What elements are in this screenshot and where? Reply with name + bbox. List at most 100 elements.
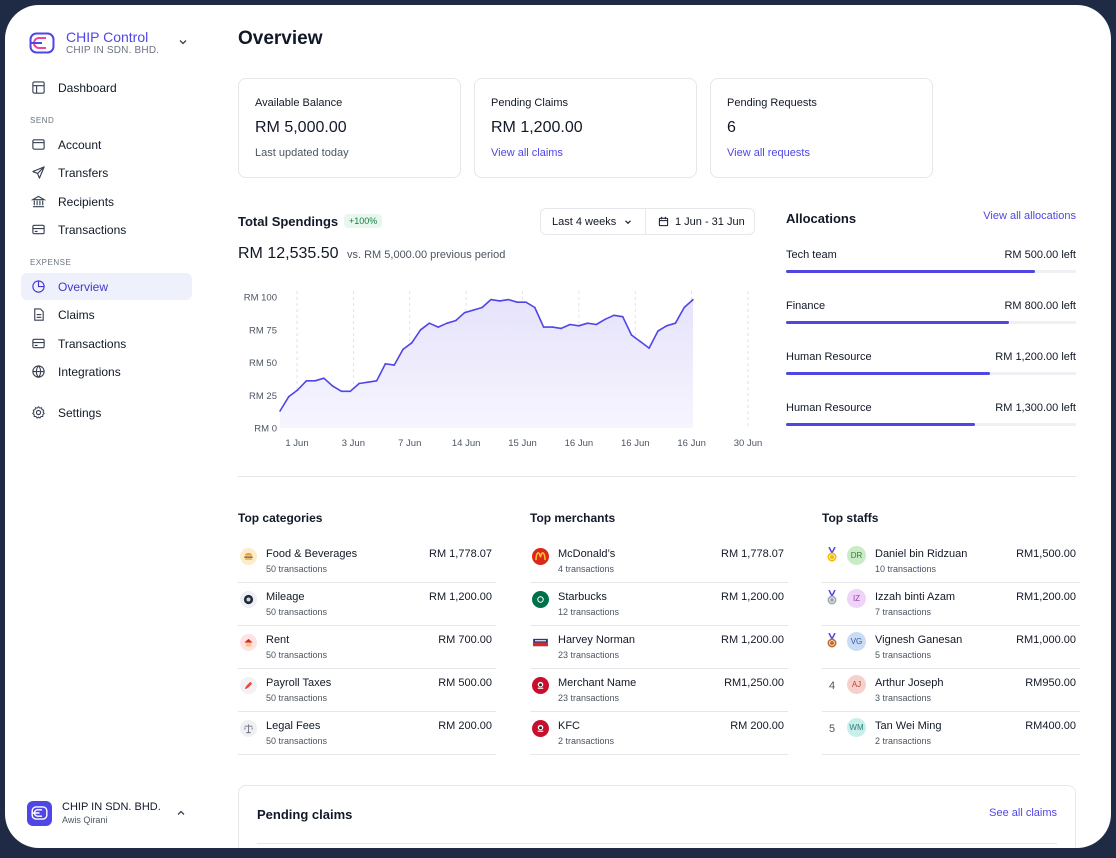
category-row[interactable]: Payroll Taxes 50 transactions RM 500.00 (238, 669, 496, 712)
data-point (621, 315, 624, 318)
previous-period-text: vs. RM 5,000.00 previous period (347, 249, 506, 261)
org-switcher[interactable]: CHIP Control CHIP IN SDN. BHD. (29, 28, 189, 58)
nav-transfers[interactable]: Transfers (21, 159, 192, 186)
data-point (613, 314, 615, 317)
nav-dashboard[interactable]: Dashboard (21, 74, 192, 101)
item-transactions: 2 transactions (558, 736, 615, 746)
avatar: AJ (847, 675, 866, 694)
data-point (411, 342, 413, 344)
data-point (472, 309, 475, 311)
item-amount: RM1,500.00 (1016, 548, 1076, 560)
data-point (507, 298, 510, 301)
card-label: Available Balance (255, 97, 343, 109)
nav-expense-transactions[interactable]: Transactions (21, 330, 192, 357)
see-all-claims-link[interactable]: See all claims (989, 807, 1057, 819)
chevron-down-icon (625, 219, 632, 224)
item-name: Merchant Name (558, 677, 637, 689)
item-name: Food & Beverages (266, 548, 358, 560)
card-value: RM 1,200.00 (491, 119, 583, 136)
allocation-remaining: RM 1,300.00 left (995, 402, 1076, 414)
item-name: Vignesh Ganesan (875, 634, 963, 646)
item-name: Izzah binti Azam (875, 591, 956, 603)
nav-claims[interactable]: Claims (21, 301, 192, 328)
account-switcher[interactable]: CHIP IN SDN. BHD. Awis Qirani (27, 797, 187, 829)
staff-row[interactable]: VG Vignesh Ganesan 5 transactions RM1,000.0… (822, 626, 1080, 669)
pending-claims-card: Pending Claims RM 1,200.00 View all clai… (474, 78, 697, 178)
top-staffs-list: DR Daniel bin Ridzuan 10 transactions RM1,5… (822, 540, 1080, 755)
x-tick-label: 1 Jun (285, 438, 308, 449)
item-amount: RM 1,200.00 (429, 591, 492, 603)
item-amount: RM 200.00 (730, 720, 784, 732)
staff-row[interactable]: 4 AJ Arthur Joseph 3 transactions RM950.00 (822, 669, 1080, 712)
nav-account[interactable]: Account (21, 131, 192, 158)
data-point (683, 306, 686, 309)
send-icon (32, 166, 45, 179)
allocation-name: Human Resource (786, 402, 872, 414)
category-row[interactable]: Food & Beverages 50 transactions RM 1,778.… (238, 540, 496, 583)
nav-send-transactions[interactable]: Transactions (21, 216, 192, 243)
item-amount: RM1,250.00 (724, 677, 784, 689)
merchant-row[interactable]: KFC 2 transactions RM 200.00 (530, 712, 788, 755)
mcdonalds-logo (532, 548, 549, 565)
staff-row[interactable]: IZ Izzah binti Azam 7 transactions RM1,200.… (822, 583, 1080, 626)
period-label: Last 4 weeks (552, 215, 617, 228)
data-point (490, 298, 492, 301)
nav-label: Transfers (58, 165, 109, 180)
data-point (481, 306, 483, 309)
data-point (657, 330, 659, 332)
allocation-row: Human Resource RM 1,200.00 left (786, 351, 1076, 383)
staff-row[interactable]: 5 WM Tan Wei Ming 2 transactions RM400.00 (822, 712, 1080, 755)
item-transactions: 5 transactions (875, 650, 932, 660)
item-amount: RM1,200.00 (1016, 591, 1076, 603)
pin-icon (240, 677, 257, 694)
gold-medal-icon (826, 546, 838, 566)
chip-logo-icon (29, 32, 55, 54)
view-all-requests-link[interactable]: View all requests (727, 147, 810, 159)
data-point (279, 410, 281, 412)
card-icon (32, 338, 45, 349)
item-amount: RM 1,778.07 (721, 548, 784, 560)
wallet-icon (32, 139, 45, 150)
view-all-allocations-link[interactable]: View all allocations (983, 210, 1076, 222)
category-row[interactable]: Legal Fees 50 transactions RM 200.00 (238, 712, 496, 755)
divider (257, 843, 1057, 844)
data-point (384, 363, 387, 365)
merchant-row[interactable]: McDonald’s 4 transactions RM 1,778.07 (530, 540, 788, 583)
nav-label: Integrations (58, 364, 121, 379)
nav-integrations[interactable]: Integrations (21, 358, 192, 385)
pie-chart-icon (32, 280, 45, 293)
allocation-progress-fill (786, 372, 991, 375)
pending-claims-panel: Pending claims See all claims (238, 785, 1076, 848)
data-point (542, 326, 545, 328)
allocation-name: Human Resource (786, 351, 872, 363)
category-row[interactable]: Rent 50 transactions RM 700.00 (238, 626, 496, 669)
merchant-row[interactable]: Merchant Name 23 transactions RM1,250.00 (530, 669, 788, 712)
y-tick-label: RM 50 (249, 358, 277, 369)
x-tick-label: 15 Jun (508, 438, 537, 449)
data-point (367, 381, 369, 383)
nav-overview[interactable]: Overview (21, 273, 192, 300)
staff-row[interactable]: DR Daniel bin Ridzuan 10 transactions RM1,5… (822, 540, 1080, 583)
period-dropdown[interactable]: Last 4 weeks (540, 208, 646, 235)
layout-icon (32, 81, 45, 94)
data-point (639, 340, 642, 343)
nav-settings[interactable]: Settings (21, 399, 192, 426)
nav-label: Recipients (58, 194, 115, 209)
item-transactions: 7 transactions (875, 607, 932, 617)
nav-recipients[interactable]: Recipients (21, 188, 192, 215)
merchant-row[interactable]: Harvey Norman 23 transactions RM 1,200.00 (530, 626, 788, 669)
globe-icon (32, 365, 45, 378)
view-all-claims-link[interactable]: View all claims (491, 147, 563, 159)
merchant-row[interactable]: Starbucks 12 transactions RM 1,200.00 (530, 583, 788, 626)
x-tick-label: 7 Jun (398, 438, 421, 449)
sidebar: CHIP Control CHIP IN SDN. BHD. Dashboard… (5, 5, 205, 848)
item-name: Starbucks (558, 591, 607, 603)
card-value: RM 5,000.00 (255, 119, 347, 136)
category-row[interactable]: Mileage 50 transactions RM 1,200.00 (238, 583, 496, 626)
date-range-picker[interactable]: 1 Jun - 31 Jun (645, 208, 755, 235)
data-point (577, 325, 580, 327)
item-name: McDonald’s (558, 548, 616, 560)
item-transactions: 23 transactions (558, 650, 620, 660)
data-point (665, 325, 668, 327)
bank-icon (31, 195, 46, 208)
